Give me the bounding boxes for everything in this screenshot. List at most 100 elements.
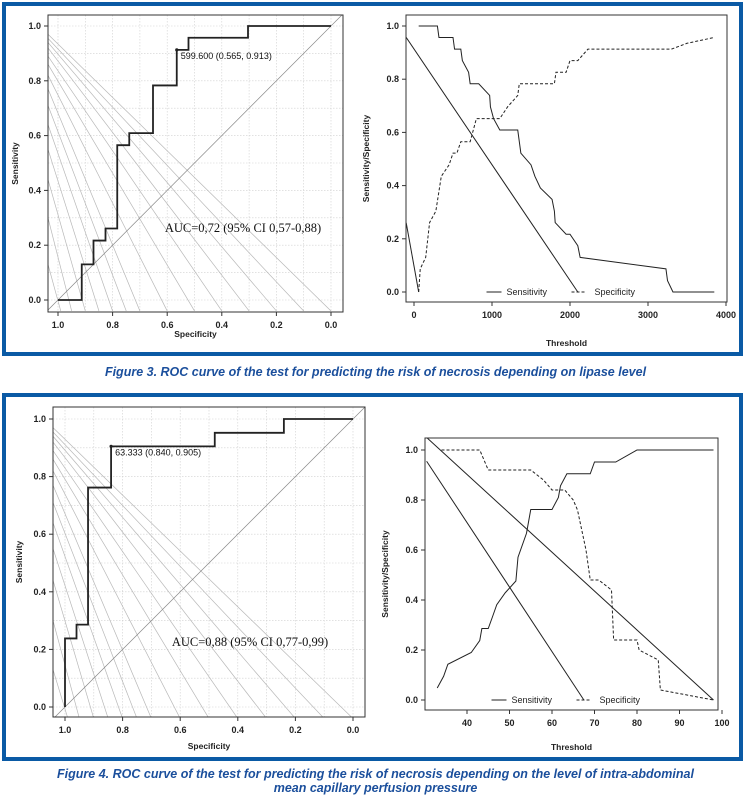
- y-tick-label: 0.2: [33, 644, 46, 654]
- legend-sensitivity-label: Sensitivity: [507, 287, 548, 297]
- iso-performance-line: [53, 548, 109, 717]
- iso-performance-line: [53, 502, 137, 717]
- y-tick-label: 1.0: [33, 414, 46, 424]
- y-tick-label: 0.4: [386, 181, 399, 191]
- fig4-roc-plot-area: [53, 407, 365, 717]
- iso-performance-line: [53, 431, 324, 717]
- best-threshold-point: [175, 48, 179, 52]
- x-tick-label: 60: [547, 718, 557, 728]
- x-tick-label: 0.4: [232, 725, 245, 735]
- x-tick-label: 0.6: [174, 725, 187, 735]
- y-tick-label: 1.0: [386, 21, 399, 31]
- y-tick-label: 1.0: [28, 21, 41, 31]
- x-tick-label: 0.6: [161, 320, 174, 330]
- plot-frame: [47, 14, 344, 313]
- iso-performance-line: [48, 264, 62, 312]
- y-axis-title: Sensitivity: [14, 540, 24, 583]
- iso-performance-line: [48, 217, 72, 312]
- y-tick-label: 0.8: [28, 76, 41, 86]
- iso-performance-line: [48, 47, 250, 312]
- plot-frame: [52, 406, 366, 718]
- fig3-roc-chart: 599.600 (0.565, 0.913) AUC=0,72 (95% CI 0…: [10, 14, 344, 339]
- y-tick-label: 0.4: [28, 185, 41, 195]
- y-tick-label: 0.4: [33, 587, 46, 597]
- y-axis-title: Sensitivity: [10, 142, 20, 185]
- iso-performance-line: [53, 620, 80, 717]
- series-line-a: [406, 37, 579, 293]
- iso-performance-line: [53, 470, 180, 717]
- x-tick-label: 100: [714, 718, 729, 728]
- y-tick-label: 0.0: [386, 287, 399, 297]
- iso-performance-line: [48, 64, 195, 312]
- chance-diagonal-line: [54, 407, 365, 717]
- iso-performance-line: [48, 33, 332, 312]
- iso-performance-line: [53, 450, 238, 717]
- fig3-roc-plot-area: [48, 15, 343, 312]
- x-tick-label: 2000: [560, 310, 580, 320]
- figure-3-frame: [2, 2, 743, 356]
- iso-performance-line: [53, 427, 352, 717]
- y-tick-label: 0.6: [28, 131, 41, 141]
- x-tick-label: 1.0: [52, 320, 65, 330]
- legend-specificity-label: Specificity: [600, 695, 641, 705]
- x-tick-label: 0: [411, 310, 416, 320]
- iso-performance-line: [48, 88, 141, 312]
- x-axis-title: Specificity: [174, 329, 217, 339]
- iso-performance-line: [48, 55, 223, 312]
- series-line-b: [426, 438, 714, 701]
- iso-performance-line: [53, 485, 152, 717]
- series-sensitivity: [418, 25, 715, 293]
- iso-performance-line: [53, 459, 209, 717]
- x-tick-label: 0.2: [270, 320, 283, 330]
- series-roc: [64, 418, 353, 707]
- series-line-b: [406, 222, 420, 293]
- plot-frame: [424, 437, 719, 711]
- fig3-threshold-chart: 0 1000 2000 3000 4000 0.0 0.2 0.4 0.6 0.8 1.0 Thres…: [361, 14, 736, 348]
- y-tick-label: 0.0: [33, 702, 46, 712]
- x-axis-title: Specificity: [188, 741, 231, 751]
- series-specificity: [441, 449, 714, 701]
- best-threshold-label: 599.600 (0.565, 0.913): [181, 51, 272, 61]
- iso-performance-line: [48, 105, 127, 312]
- legend-specificity-label: Specificity: [595, 287, 636, 297]
- auc-annotation: AUC=0,88 (95% CI 0,77-0,99): [172, 635, 328, 649]
- y-tick-label: 0.2: [386, 234, 399, 244]
- x-tick-label: 1.0: [59, 725, 72, 735]
- figure-4-frame: [2, 393, 743, 761]
- x-axis-title: Threshold: [546, 338, 587, 348]
- y-tick-label: 0.6: [386, 127, 399, 137]
- legend-sensitivity-label: Sensitivity: [512, 695, 553, 705]
- x-tick-label: 50: [504, 718, 514, 728]
- y-tick-label: 0.6: [405, 545, 418, 555]
- series-specificity: [418, 36, 715, 293]
- x-tick-label: 0.0: [347, 725, 360, 735]
- fig3-threshold-plot-area: [406, 25, 715, 293]
- best-threshold-label: 63.333 (0.840, 0.905): [115, 447, 201, 457]
- iso-performance-line: [53, 441, 266, 717]
- y-tick-label: 0.4: [405, 595, 418, 605]
- y-tick-label: 0.2: [405, 645, 418, 655]
- auc-annotation: AUC=0,72 (95% CI 0,57-0,88): [165, 221, 321, 235]
- figure-4-caption-line1: Figure 4. ROC curve of the test for pred…: [57, 767, 694, 781]
- y-tick-label: 0.8: [405, 495, 418, 505]
- fig4-threshold-plot-area: [426, 438, 714, 701]
- fig4-threshold-chart: 40 50 60 70 80 90 100 0.0 0.2 0.4 0.6 0.8 1.0 Thresho…: [380, 437, 730, 752]
- y-tick-label: 0.8: [33, 472, 46, 482]
- iso-performance-line: [48, 149, 100, 312]
- series-line-a: [426, 460, 585, 701]
- iso-performance-line: [48, 75, 168, 312]
- x-tick-label: 70: [589, 718, 599, 728]
- figure-3-caption: Figure 3. ROC curve of the test for pred…: [104, 365, 647, 379]
- iso-performance-line: [53, 669, 68, 717]
- iso-performance-line: [48, 38, 304, 312]
- best-threshold-point: [109, 444, 113, 448]
- x-tick-label: 0.8: [116, 725, 129, 735]
- x-tick-label: 1000: [482, 310, 502, 320]
- iso-performance-line: [48, 124, 113, 312]
- y-tick-label: 0.0: [28, 295, 41, 305]
- y-tick-label: 1.0: [405, 445, 418, 455]
- iso-performance-line: [48, 179, 86, 312]
- y-tick-label: 0.0: [405, 695, 418, 705]
- plot-frame: [405, 14, 728, 303]
